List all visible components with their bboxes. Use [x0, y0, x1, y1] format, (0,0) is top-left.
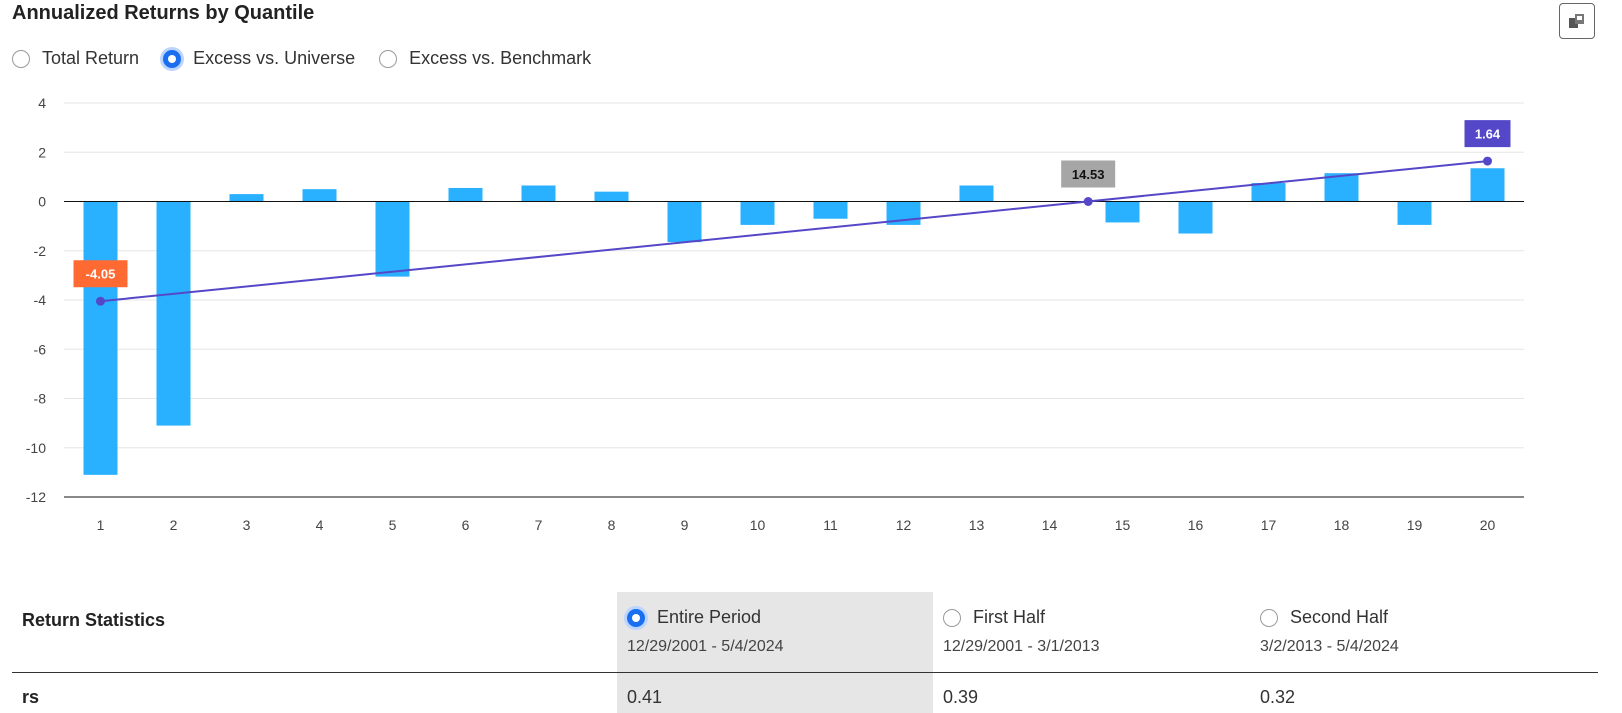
x-tick-label: 20: [1480, 517, 1496, 533]
radio-button-selected[interactable]: [163, 49, 182, 68]
y-tick-label: -12: [26, 489, 46, 505]
x-tick-label: 15: [1115, 517, 1131, 533]
row-value-second-half: 0.32: [1260, 687, 1296, 707]
bar: [667, 201, 702, 243]
radio-label: Excess vs. Universe: [193, 48, 356, 68]
return-type-selector: Total Return Excess vs. Universe Excess …: [12, 48, 615, 69]
period-range: 3/2/2013 - 5/4/2024: [1260, 638, 1399, 655]
x-tick-label: 17: [1261, 517, 1277, 533]
bar: [1251, 183, 1286, 202]
period-first-half[interactable]: First Half 12/29/2001 - 3/1/2013: [933, 592, 1249, 672]
x-tick-label: 14: [1042, 517, 1058, 533]
radio-button[interactable]: [12, 49, 30, 68]
annotation-label-box: [73, 260, 128, 288]
x-tick-label: 18: [1334, 517, 1350, 533]
period-range: 12/29/2001 - 5/4/2024: [627, 638, 784, 655]
x-tick-label: 2: [170, 517, 178, 533]
bar: [229, 194, 264, 202]
x-tick-label: 5: [389, 517, 397, 533]
radio-button-selected[interactable]: [627, 608, 645, 627]
bar: [1470, 168, 1505, 202]
x-tick-label: 4: [316, 517, 324, 533]
period-label: Second Half: [1290, 607, 1389, 627]
bar: [1397, 201, 1432, 225]
radio-button[interactable]: [943, 608, 961, 627]
x-tick-label: 12: [896, 517, 912, 533]
chart-title: Annualized Returns by Quantile: [12, 2, 315, 24]
bar: [959, 185, 994, 202]
return-statistics-table: Return Statistics Entire Period 12/29/20…: [12, 592, 1598, 713]
annotation-label-box: [1464, 120, 1511, 148]
export-button[interactable]: [1559, 3, 1595, 39]
radio-option-excess-universe[interactable]: Excess vs. Universe: [163, 48, 355, 69]
radio-label: Excess vs. Benchmark: [409, 48, 592, 68]
x-tick-label: 9: [681, 517, 689, 533]
x-tick-label: 10: [750, 517, 766, 533]
bar: [521, 185, 556, 202]
y-tick-label: 4: [38, 95, 46, 111]
stats-header: Return Statistics Entire Period 12/29/20…: [12, 592, 1598, 673]
row-label: rs: [22, 687, 40, 707]
bar: [594, 191, 629, 202]
radio-option-total-return[interactable]: Total Return: [12, 48, 139, 69]
bar: [302, 189, 337, 202]
bar: [740, 201, 775, 225]
x-tick-label: 11: [823, 517, 838, 533]
bar: [1178, 201, 1213, 234]
y-tick-label: -2: [34, 243, 47, 259]
trend-point: [96, 296, 105, 306]
x-tick-label: 8: [608, 517, 616, 533]
period-label: Entire Period: [657, 607, 762, 627]
bar: [1105, 201, 1140, 223]
row-value-first-half: 0.39: [943, 687, 979, 707]
y-tick-label: -4: [34, 292, 47, 308]
period-label: First Half: [973, 607, 1045, 627]
period-second-half[interactable]: Second Half 3/2/2013 - 5/4/2024: [1250, 592, 1566, 672]
period-entire[interactable]: Entire Period 12/29/2001 - 5/4/2024: [617, 592, 933, 672]
y-tick-label: 2: [38, 144, 46, 160]
y-tick-label: -8: [34, 391, 47, 407]
quantile-returns-chart: 420-2-4-6-8-10-121 2 3 4 5 6 7 8 9 10 11 12 13 14 15 16…: [26, 95, 1524, 533]
x-tick-label: 6: [462, 517, 470, 533]
x-tick-label: 19: [1407, 517, 1423, 533]
x-tick-label: 1: [97, 517, 105, 533]
y-tick-label: -10: [26, 440, 46, 456]
trend-point: [1483, 156, 1492, 166]
annotation-label: -4.05: [86, 267, 116, 282]
radio-button[interactable]: [1260, 608, 1278, 627]
bar: [83, 201, 118, 475]
bar: [156, 201, 191, 426]
y-tick-label: -6: [34, 341, 47, 357]
x-tick-label: 7: [535, 517, 543, 533]
radio-option-excess-benchmark[interactable]: Excess vs. Benchmark: [379, 48, 591, 69]
x-tick-label: 3: [243, 517, 251, 533]
x-tick-label: 16: [1188, 517, 1204, 533]
radio-label: Total Return: [42, 48, 140, 68]
trend-point: [1083, 197, 1093, 206]
radio-button[interactable]: [379, 49, 398, 68]
y-tick-label: 0: [38, 194, 46, 210]
row-value-entire: 0.41: [617, 673, 933, 713]
period-range: 12/29/2001 - 3/1/2013: [943, 638, 1100, 655]
stats-title: Return Statistics: [22, 610, 166, 630]
stats-row-rs: rs 0.41 0.39 0.32: [12, 673, 1598, 713]
annotation-label-box: [1061, 160, 1116, 188]
export-image-icon: [1569, 14, 1584, 28]
bar: [448, 187, 483, 202]
bar: [813, 201, 848, 219]
trend-line: [100, 160, 1488, 303]
x-tick-label: 13: [969, 517, 985, 533]
bar: [375, 201, 410, 277]
annotation-label: 14.53: [1072, 167, 1105, 182]
annotation-label: 1.64: [1475, 127, 1501, 142]
